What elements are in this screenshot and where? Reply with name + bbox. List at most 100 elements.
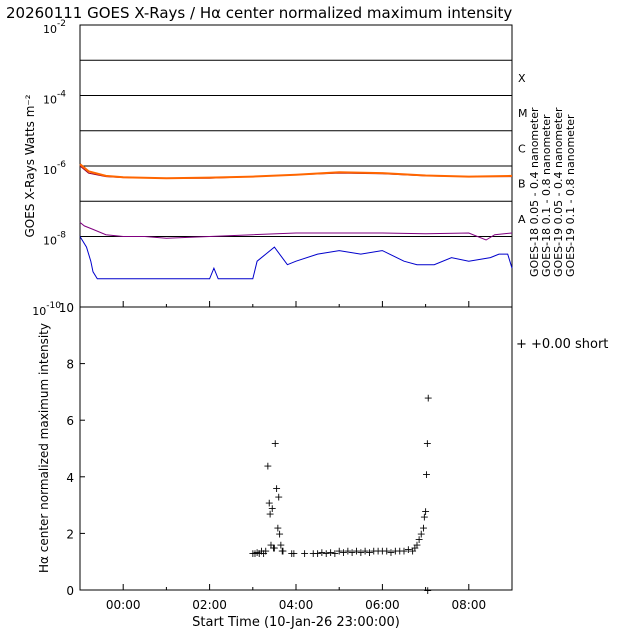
- halpha-point: +: [419, 522, 428, 535]
- xray-y-tick-label: 10-4: [43, 90, 66, 107]
- x-axis-label: Start Time (10-Jan-26 23:00:00): [192, 615, 400, 630]
- halpha-point: +: [271, 437, 280, 450]
- halpha-point: +: [270, 542, 279, 555]
- halpha-point: +: [313, 547, 322, 560]
- halpha-point: +: [399, 544, 408, 557]
- flare-class-label: M: [518, 107, 528, 120]
- halpha-point: +: [410, 542, 419, 555]
- halpha-point: +: [274, 491, 283, 504]
- halpha-point: +: [278, 544, 287, 557]
- halpha-point: +: [276, 539, 285, 552]
- halpha-point: +: [422, 468, 431, 481]
- halpha-point: +: [421, 505, 430, 518]
- xray-series-group: [79, 163, 513, 280]
- halpha-point: +: [378, 544, 387, 557]
- halpha-point: +: [265, 496, 274, 509]
- halpha-legend: + +0.00 short: [516, 337, 608, 352]
- halpha-point: +: [275, 527, 284, 540]
- xray-y-axis-label: GOES X-Rays Watts m⁻²: [23, 94, 37, 237]
- halpha-point: +: [373, 544, 382, 557]
- x-tick-label: 08:00: [452, 598, 487, 612]
- halpha-point: +: [415, 533, 424, 546]
- halpha-point: +: [404, 543, 413, 556]
- halpha-point: +: [352, 544, 361, 557]
- halpha-point: +: [330, 547, 339, 560]
- xray-series-line: [79, 222, 513, 241]
- halpha-y-tick-label: 2: [66, 527, 74, 541]
- halpha-point: +: [369, 544, 378, 557]
- halpha-point: +: [317, 546, 326, 559]
- halpha-point: +: [309, 547, 318, 560]
- flare-class-label: A: [518, 213, 526, 226]
- xray-y-tick-label: 10-10: [32, 301, 61, 318]
- halpha-point: +: [424, 392, 433, 405]
- halpha-point: +: [335, 544, 344, 557]
- halpha-point: +: [253, 546, 262, 559]
- xray-legend: GOES-18 0.05 - 0.4 nanometer GOES-18 0.1 …: [528, 107, 577, 277]
- xray-series-line: [79, 163, 513, 180]
- halpha-point: +: [278, 544, 287, 557]
- halpha-y-tick-label: 4: [66, 471, 74, 485]
- halpha-point: +: [408, 544, 417, 557]
- halpha-point: +: [257, 544, 266, 557]
- xray-series-line: [79, 236, 513, 280]
- halpha-point: +: [268, 502, 277, 515]
- xray-y-tick-label: 10-6: [43, 160, 66, 177]
- x-tick-label: 06:00: [365, 598, 400, 612]
- halpha-point: +: [382, 544, 391, 557]
- x-tick-label: 02:00: [192, 598, 227, 612]
- flare-class-label: C: [518, 142, 526, 155]
- halpha-point: +: [266, 539, 275, 552]
- flare-class-labels: X M C B A: [518, 72, 528, 226]
- x-tick-label: 00:00: [106, 598, 141, 612]
- halpha-series: ++++++++++++++++++++++ ++ + +++++++++++++++…: [248, 392, 433, 597]
- halpha-y-tick-label: 10: [59, 301, 74, 315]
- chart-title: 20260111 GOES X-Rays / Hα center normali…: [6, 4, 512, 22]
- halpha-point: +: [339, 546, 348, 559]
- time-x-axis: 00:00 02:00 04:00 06:00 08:00: [79, 301, 513, 612]
- halpha-point: +: [386, 546, 395, 559]
- xray-y-tick-label: 10-8: [43, 231, 66, 248]
- halpha-point: +: [322, 547, 331, 560]
- halpha-point: +: [343, 544, 352, 557]
- halpha-point: +: [272, 482, 281, 495]
- halpha-point: +: [423, 584, 432, 597]
- halpha-y-axis-label: Hα center normalized maximum intensity: [37, 323, 51, 573]
- halpha-point: +: [300, 547, 309, 560]
- halpha-point: +: [361, 544, 370, 557]
- halpha-point: +: [365, 546, 374, 559]
- halpha-point: +: [261, 544, 270, 557]
- halpha-y-tick-label: 0: [66, 584, 74, 598]
- legend-entry: GOES-19 0.05 - 0.4 nanometer: [552, 107, 565, 277]
- legend-entry: GOES-19 0.1 - 0.8 nanometer: [564, 114, 577, 277]
- halpha-y-axis: 0 2 4 6 8 10: [59, 301, 85, 598]
- flare-class-label: X: [518, 72, 526, 85]
- halpha-point: +: [259, 547, 268, 560]
- halpha-point: +: [289, 547, 298, 560]
- halpha-point: +: [273, 522, 282, 535]
- halpha-point: +: [420, 510, 429, 523]
- legend-entry: GOES-18 0.05 - 0.4 nanometer: [528, 107, 541, 277]
- flare-class-label: B: [518, 178, 526, 191]
- halpha-point: +: [417, 527, 426, 540]
- halpha-point: +: [250, 547, 259, 560]
- halpha-point: +: [269, 542, 278, 555]
- halpha-point: +: [395, 544, 404, 557]
- halpha-point: +: [265, 508, 274, 521]
- halpha-point: +: [391, 544, 400, 557]
- halpha-point: +: [412, 539, 421, 552]
- halpha-y-tick-label: 6: [66, 414, 74, 428]
- halpha-point: +: [255, 547, 264, 560]
- halpha-point: +: [356, 546, 365, 559]
- legend-entry: GOES-18 0.1 - 0.8 nanometer: [540, 114, 553, 277]
- halpha-y-tick-label: 8: [66, 358, 74, 372]
- halpha-point: +: [248, 547, 257, 560]
- halpha-point: +: [348, 546, 357, 559]
- halpha-point: +: [423, 437, 432, 450]
- flare-class-lines: [80, 59, 512, 237]
- x-tick-label: 04:00: [279, 598, 314, 612]
- halpha-point: +: [326, 546, 335, 559]
- xray-y-axis: 10-210-410-610-810-10: [32, 19, 85, 318]
- halpha-point: +: [287, 547, 296, 560]
